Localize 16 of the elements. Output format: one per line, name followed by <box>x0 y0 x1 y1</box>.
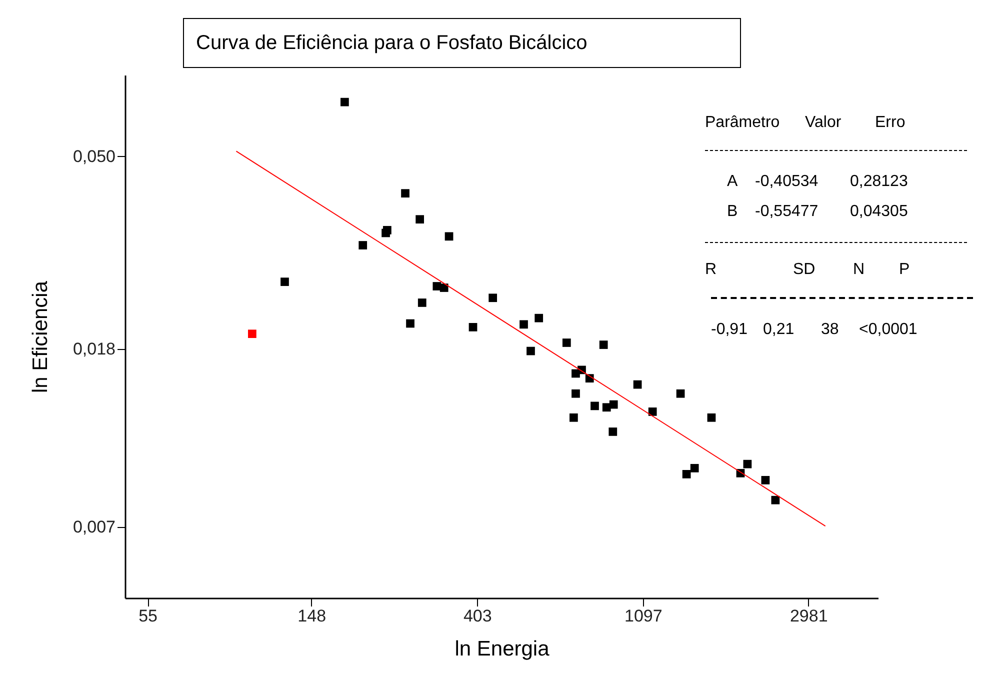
x-tick-label: 148 <box>298 606 326 626</box>
text: -0,91 0,21 38 <0,0001 <box>711 320 918 338</box>
text: Parâmetro Valor Erro <box>705 114 906 130</box>
y-tick-label: 0,007 <box>72 517 116 536</box>
x-tick-label: 2981 <box>790 606 828 626</box>
y-axis-title: ln Eficiencia <box>28 280 52 394</box>
x-tick-label: 55 <box>138 606 158 626</box>
text: A -0,40534 0,28123 <box>727 172 908 190</box>
text: R SD N P <box>705 260 910 278</box>
chart-title: Curva de Eficiência para o Fosfato Bicálcico <box>183 18 741 68</box>
x-tick-label: 1097 <box>624 606 662 626</box>
x-axis-title: ln Energia <box>454 638 550 660</box>
y-tick-label: 0,050 <box>72 146 116 166</box>
y-tick-label: 0,018 <box>72 339 116 358</box>
x-tick-label: 403 <box>463 606 492 626</box>
text: B -0,55477 0,04305 <box>727 202 908 220</box>
